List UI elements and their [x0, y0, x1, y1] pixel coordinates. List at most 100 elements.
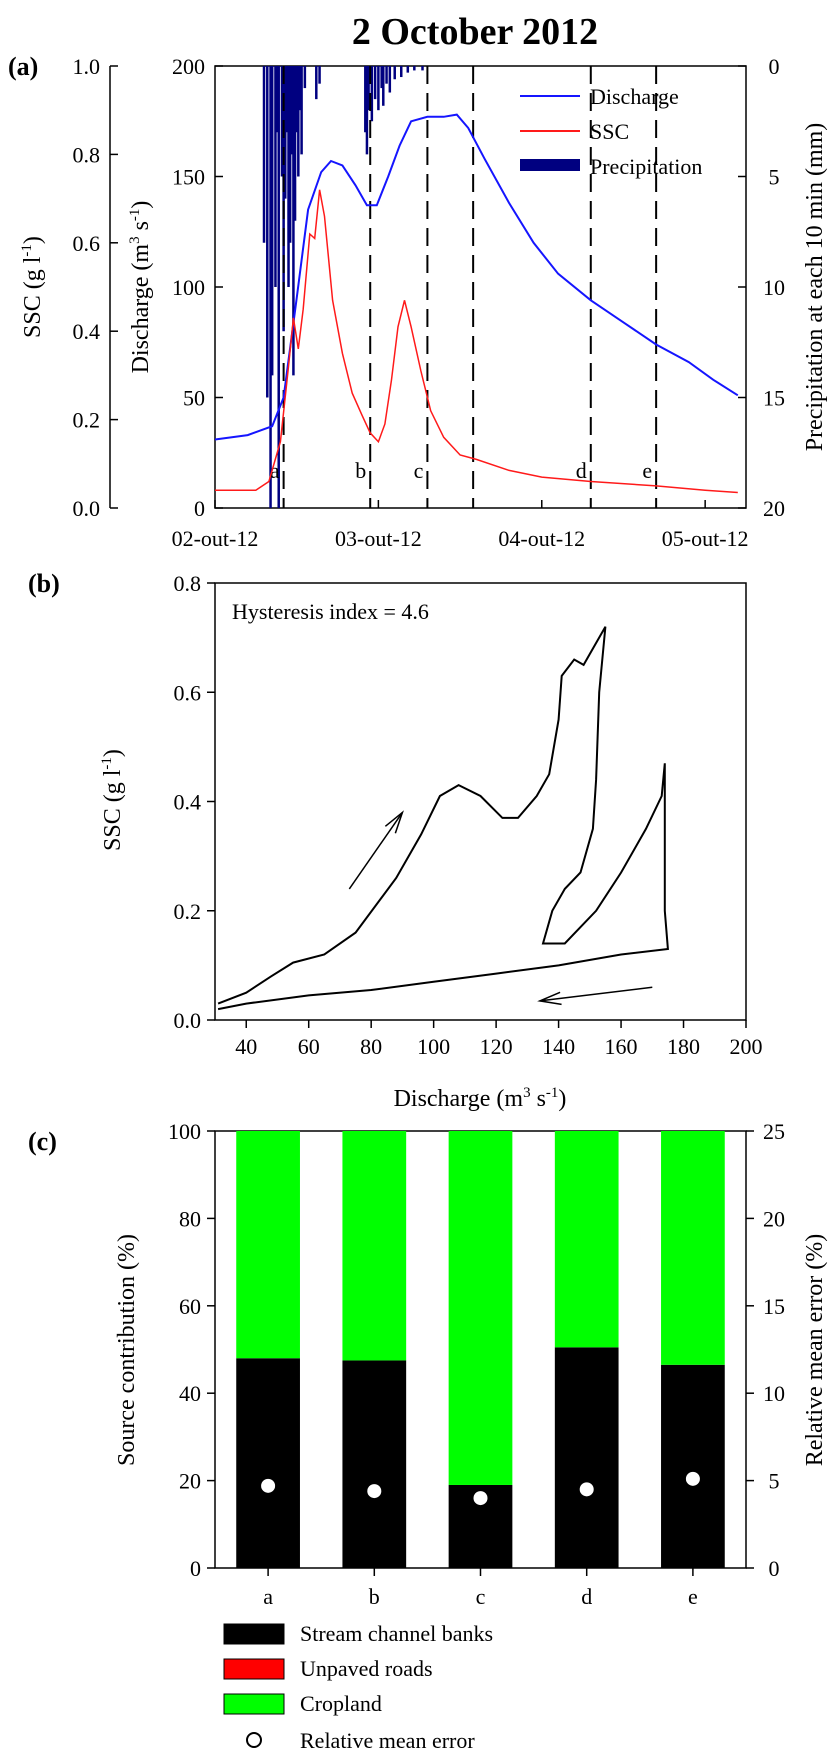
c-right-tick-label: 0 — [769, 1556, 780, 1581]
arrow-head — [537, 991, 562, 1006]
b-y-axis-label: SSC (g l-1) — [99, 749, 126, 851]
c-right-axis-label: Relative mean error (%) — [802, 1234, 828, 1467]
time-tick-label: 03-out-12 — [335, 526, 422, 551]
legend-precipitation-swatch — [520, 159, 580, 171]
precipitation-tick-label: 0 — [769, 54, 780, 79]
c-right-tick-label: 20 — [763, 1206, 785, 1231]
b-y-tick-label: 0.6 — [174, 680, 202, 705]
relative-error-point — [473, 1491, 488, 1506]
bar-segment — [236, 1358, 300, 1568]
c-x-tick-label: a — [263, 1584, 273, 1609]
discharge-axis-label: Discharge (m3 s-1) — [127, 201, 154, 374]
c-left-tick-label: 0 — [190, 1556, 201, 1581]
time-tick-label: 05-out-12 — [662, 526, 749, 551]
legend-error-marker — [246, 1732, 262, 1748]
sample-marker-label: a — [270, 458, 280, 483]
b-y-tick-label: 0.2 — [174, 899, 202, 924]
b-x-tick-label: 200 — [730, 1034, 763, 1059]
legend-roads-swatch — [223, 1658, 285, 1680]
b-x-axis-label: Discharge (m3 s-1) — [394, 1085, 567, 1112]
legend-cropland: Cropland — [300, 1691, 382, 1716]
precipitation-tick-label: 20 — [763, 496, 785, 521]
sample-marker-label: c — [414, 458, 424, 483]
ssc-tick-label: 0.4 — [73, 319, 101, 344]
panel-c: (c) 0 20 40 60 80 100 0 5 10 15 20 25 a b c d e Source… — [28, 1119, 828, 1753]
c-left-tick-label: 80 — [179, 1206, 201, 1231]
c-x-axis: a b c d e — [263, 1568, 698, 1609]
c-right-tick-label: 5 — [769, 1469, 780, 1494]
c-right-tick-label: 25 — [763, 1119, 785, 1144]
panel-a-label: (a) — [8, 52, 38, 81]
discharge-tick-label: 50 — [183, 386, 205, 411]
bar-segment — [448, 1131, 513, 1485]
bar-segment — [342, 1131, 407, 1361]
legend-discharge: Discharge — [590, 84, 679, 109]
c-left-axis-label: Source contribution (%) — [114, 1234, 140, 1466]
b-x-tick-label: 120 — [480, 1034, 513, 1059]
c-x-tick-label: b — [369, 1584, 380, 1609]
bar-segment — [661, 1131, 725, 1365]
ssc-line — [215, 189, 738, 494]
discharge-tick-label: 0 — [194, 496, 205, 521]
b-y-tick-label: 0.8 — [174, 571, 202, 596]
c-left-tick-label: 100 — [168, 1119, 201, 1144]
legend-precipitation: Precipitation — [590, 154, 702, 179]
time-tick-label: 04-out-12 — [498, 526, 585, 551]
b-x-tick-label: 180 — [667, 1034, 700, 1059]
arrow-head — [384, 810, 404, 834]
panel-b-label: (b) — [28, 569, 60, 598]
discharge-tick-label: 150 — [172, 165, 205, 190]
legend-error: Relative mean error — [300, 1728, 475, 1753]
bar-segment — [342, 1360, 407, 1568]
legend-banks-swatch — [223, 1623, 285, 1645]
legend-roads: Unpaved roads — [300, 1656, 433, 1681]
figure-title: 2 October 2012 — [352, 11, 598, 53]
hysteresis-index: Hysteresis index = 4.6 — [232, 599, 429, 624]
ssc-tick-label: 0.8 — [73, 142, 101, 167]
c-right-tick-label: 10 — [763, 1381, 785, 1406]
relative-error-points — [261, 1471, 700, 1506]
b-x-axis: 40 60 80 100 120 140 160 180 200 — [235, 1020, 763, 1059]
b-x-tick-label: 160 — [605, 1034, 638, 1059]
arrow-shaft — [348, 811, 404, 890]
ssc-tick-label: 0.2 — [73, 408, 101, 433]
legend-cropland-swatch — [223, 1693, 285, 1715]
bar-segment — [554, 1131, 619, 1348]
bar-segment — [554, 1347, 619, 1568]
c-x-tick-label: d — [581, 1584, 592, 1609]
precipitation-axis: 0 5 10 15 20 — [738, 54, 785, 521]
sample-marker-label: d — [576, 458, 587, 483]
c-left-tick-label: 20 — [179, 1469, 201, 1494]
legend-banks: Stream channel banks — [300, 1621, 493, 1646]
precipitation-tick-label: 5 — [769, 165, 780, 190]
b-y-tick-label: 0.0 — [174, 1008, 202, 1033]
ssc-tick-label: 1.0 — [73, 54, 101, 79]
c-x-tick-label: c — [476, 1584, 486, 1609]
bar-segment — [236, 1131, 300, 1359]
sample-markers: a b c d e — [270, 66, 658, 508]
panel-a-legend: Discharge SSC Precipitation — [520, 84, 702, 179]
c-left-tick-label: 40 — [179, 1381, 201, 1406]
c-left-axis: 0 20 40 60 80 100 — [168, 1119, 215, 1581]
relative-error-point — [261, 1478, 276, 1493]
time-tick-label: 02-out-12 — [172, 526, 259, 551]
discharge-line — [214, 113, 739, 441]
ssc-axis-label: SSC (g l-1) — [19, 236, 46, 338]
precipitation-axis-label: Precipitation at each 10 min (mm) — [802, 123, 828, 452]
b-y-tick-label: 0.4 — [174, 790, 202, 815]
precipitation-series — [262, 66, 424, 508]
b-x-tick-label: 60 — [298, 1034, 320, 1059]
sample-marker-label: e — [642, 458, 652, 483]
c-right-axis: 0 5 10 15 20 25 — [746, 1119, 785, 1581]
discharge-tick-label: 200 — [172, 54, 205, 79]
hysteresis-loop — [217, 626, 669, 1011]
ssc-tick-label: 0.0 — [73, 496, 101, 521]
b-y-axis: 0.0 0.2 0.4 0.6 0.8 — [174, 571, 215, 1033]
b-x-tick-label: 140 — [542, 1034, 575, 1059]
legend-ssc: SSC — [590, 119, 629, 144]
ssc-tick-label: 0.6 — [73, 231, 101, 256]
time-axis: 02-out-12 03-out-12 04-out-12 05-out-12 — [172, 500, 749, 551]
discharge-axis: 0 50 100 150 200 — [172, 54, 223, 521]
b-x-tick-label: 100 — [417, 1034, 450, 1059]
